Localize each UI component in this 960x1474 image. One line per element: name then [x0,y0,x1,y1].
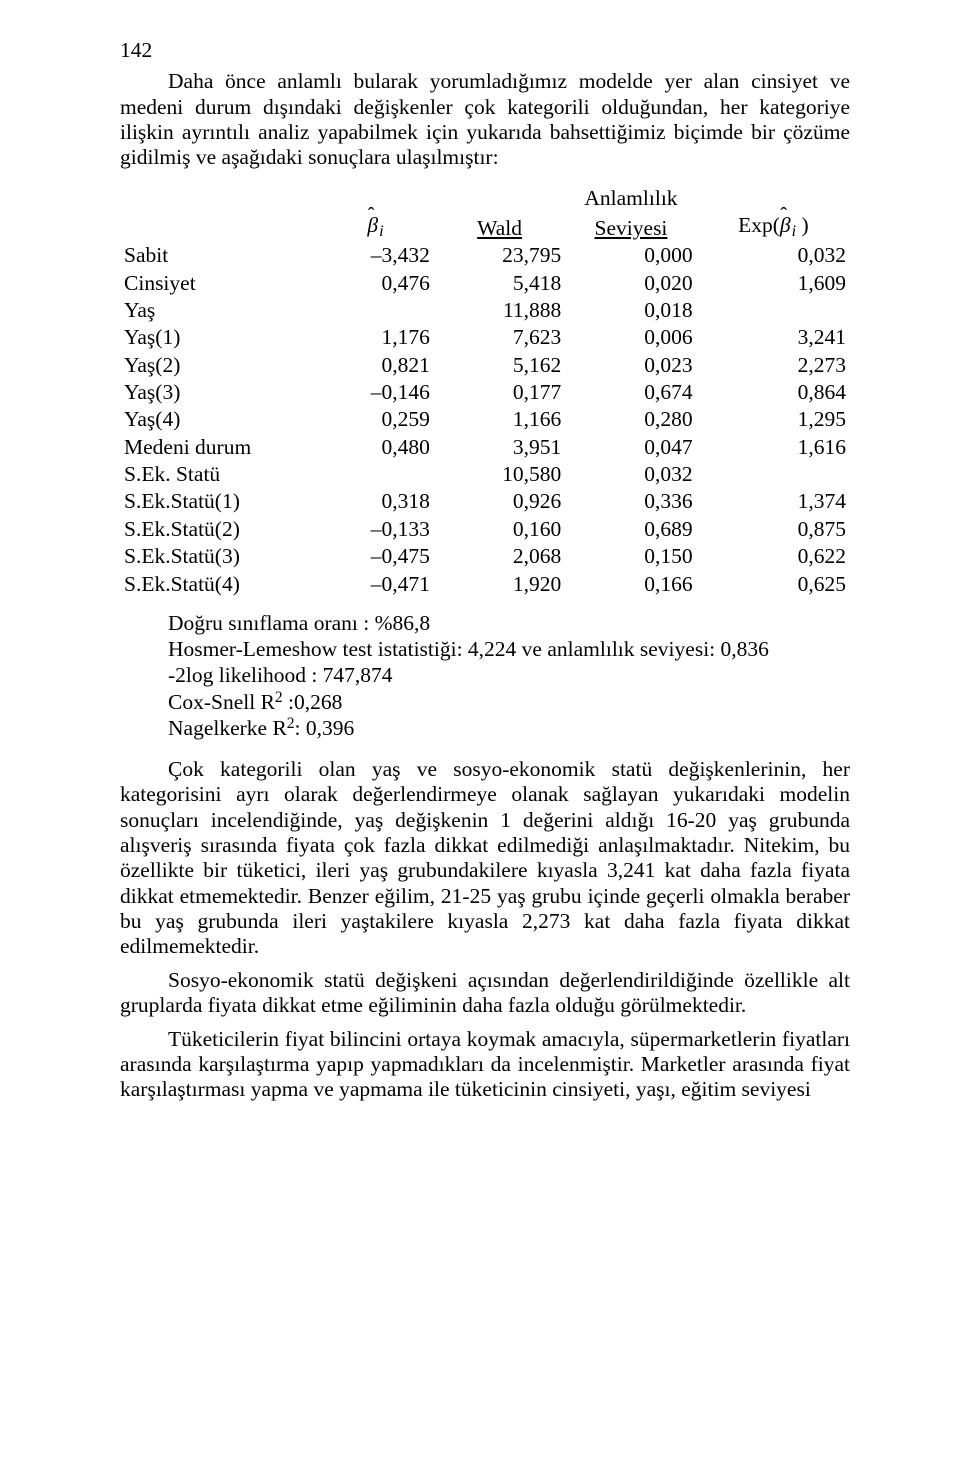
table-cell [317,297,434,324]
table-cell: 0,177 [434,379,565,406]
table-cell: –0,133 [317,516,434,543]
table-cell: 2,273 [697,352,850,379]
intro-paragraph: Daha önce anlamlı bularak yorumladığımız… [120,69,850,170]
table-row: S.Ek.Statü(3)–0,4752,0680,1500,622 [120,543,850,570]
table-cell: Yaş [120,297,317,324]
table-cell: 0,006 [565,324,696,351]
table-row: Yaş(4)0,2591,1660,2801,295 [120,406,850,433]
table-cell: 1,374 [697,488,850,515]
table-cell: 0,020 [565,270,696,297]
table-cell: S.Ek.Statü(1) [120,488,317,515]
header-wald: Wald [434,212,565,242]
table-cell: 0,259 [317,406,434,433]
table-cell: 0,018 [565,297,696,324]
header-seviyesi: Seviyesi [565,212,696,242]
table-cell: 0,622 [697,543,850,570]
table-row: Yaş 11,8880,018 [120,297,850,324]
table-cell [697,461,850,488]
table-cell [317,461,434,488]
table-cell: 3,951 [434,434,565,461]
table-cell: 3,241 [697,324,850,351]
table-cell: 1,616 [697,434,850,461]
header-exp: Exp(ˆβi ) [697,212,850,242]
table-cell: 10,580 [434,461,565,488]
table-cell: 0,689 [565,516,696,543]
table-cell: 0,280 [565,406,696,433]
table-cell: 0,150 [565,543,696,570]
table-cell: Yaş(4) [120,406,317,433]
table-cell: 0,875 [697,516,850,543]
table-cell: S.Ek.Statü(4) [120,571,317,598]
table-row: Yaş(2)0,8215,1620,0232,273 [120,352,850,379]
table-cell: 0,023 [565,352,696,379]
table-row: S.Ek.Statü(4)–0,4711,9200,1660,625 [120,571,850,598]
table-cell: 0,480 [317,434,434,461]
table-cell: 0,032 [697,242,850,269]
table-cell: 11,888 [434,297,565,324]
table-cell: Cinsiyet [120,270,317,297]
table-row: Medeni durum0,4803,9510,0471,616 [120,434,850,461]
table-cell: 23,795 [434,242,565,269]
table-cell: 0,160 [434,516,565,543]
diag-line: Nagelkerke R2: 0,396 [168,715,850,741]
table-cell: Medeni durum [120,434,317,461]
body-paragraph: Çok kategorili olan yaş ve sosyo-ekonomi… [120,757,850,960]
body-paragraph: Sosyo-ekonomik statü değişkeni açısından… [120,968,850,1019]
page: 142 Daha önce anlamlı bularak yorumladığ… [0,0,960,1474]
diag-line: Hosmer-Lemeshow test istatistiği: 4,224 … [168,636,850,662]
beta-hat-icon: ˆβi [367,213,383,241]
diag-line: Cox-Snell R2 :0,268 [168,689,850,715]
body-paragraph: Tüketicilerin fiyat bilincini ortaya koy… [120,1027,850,1103]
table-row: Yaş(3)–0,1460,1770,6740,864 [120,379,850,406]
table-cell: 0,476 [317,270,434,297]
table-cell: 0,318 [317,488,434,515]
table-cell: 2,068 [434,543,565,570]
table-cell: 0,625 [697,571,850,598]
table-cell: –0,475 [317,543,434,570]
table-cell: 0,000 [565,242,696,269]
table-cell: 5,418 [434,270,565,297]
table-cell: 1,609 [697,270,850,297]
table-cell: 7,623 [434,324,565,351]
table-cell: 1,295 [697,406,850,433]
table-cell: 0,674 [565,379,696,406]
table-cell: 0,166 [565,571,696,598]
table-cell: S.Ek.Statü(2) [120,516,317,543]
table-row: S.Ek.Statü(1)0,3180,9260,3361,374 [120,488,850,515]
table-cell: Yaş(3) [120,379,317,406]
table-cell: Yaş(1) [120,324,317,351]
diag-line: Doğru sınıflama oranı : %86,8 [168,610,850,636]
table-cell: S.Ek. Statü [120,461,317,488]
page-number: 142 [120,38,850,63]
table-cell: 5,162 [434,352,565,379]
table-cell: 0,047 [565,434,696,461]
diag-line: -2log likelihood : 747,874 [168,662,850,688]
table-cell: –0,471 [317,571,434,598]
table-row: Yaş(1)1,1767,6230,0063,241 [120,324,850,351]
table-row: Cinsiyet0,4765,4180,0201,609 [120,270,850,297]
table-cell: 1,920 [434,571,565,598]
table-header-row-2: ˆβi Wald Seviyesi Exp(ˆβi ) [120,212,850,242]
results-table: Anlamlılık ˆβi Wald Seviyesi Exp(ˆβi ) S… [120,185,850,598]
table-row: S.Ek.Statü(2)–0,1330,1600,6890,875 [120,516,850,543]
table-cell: Yaş(2) [120,352,317,379]
table-cell: 0,032 [565,461,696,488]
table-row: Sabit–3,43223,7950,0000,032 [120,242,850,269]
table-cell: 1,166 [434,406,565,433]
table-cell: –0,146 [317,379,434,406]
table-cell [697,297,850,324]
table-row: S.Ek. Statü 10,5800,032 [120,461,850,488]
table-cell: Sabit [120,242,317,269]
table-cell: 0,821 [317,352,434,379]
table-cell: 0,336 [565,488,696,515]
table-header-row-1: Anlamlılık [120,185,850,212]
table-cell: –3,432 [317,242,434,269]
diagnostics-block: Doğru sınıflama oranı : %86,8 Hosmer-Lem… [168,610,850,741]
table-cell: 1,176 [317,324,434,351]
table-cell: 0,926 [434,488,565,515]
table-cell: S.Ek.Statü(3) [120,543,317,570]
header-anlam: Anlamlılık [565,185,696,212]
table-cell: 0,864 [697,379,850,406]
